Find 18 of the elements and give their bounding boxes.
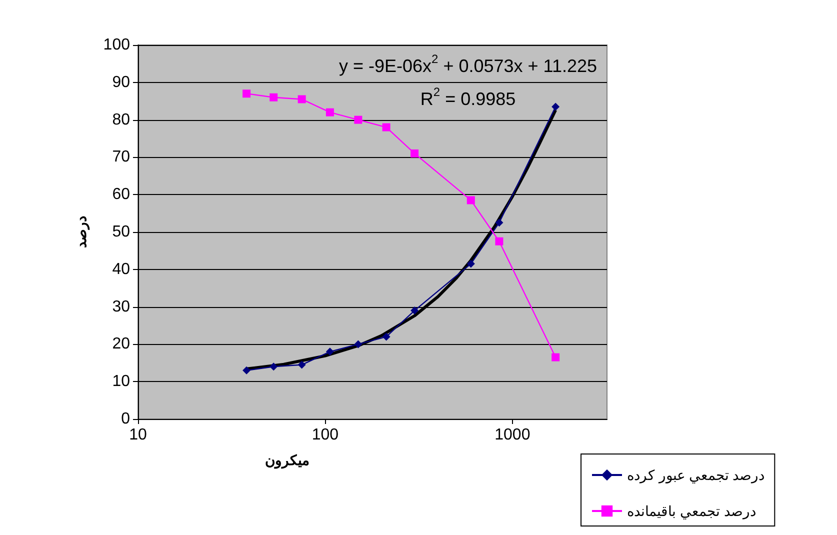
x-tick-label: 100 (312, 426, 339, 444)
y-tick-label: 30 (112, 298, 130, 316)
y-tick-label: 40 (112, 260, 130, 278)
y-tick-label: 10 (112, 373, 130, 390)
y-axis-title: درصد (73, 216, 90, 248)
y-tick-label: 80 (112, 111, 130, 128)
y-tick-label: 100 (103, 36, 130, 54)
y-tick-label: 50 (112, 224, 130, 240)
legend-label: درصد تجمعي باقيمانده (627, 503, 756, 520)
y-tick-label: 0 (121, 410, 130, 428)
y-tick-label: 90 (112, 74, 130, 91)
y-tick-label: 60 (112, 186, 130, 204)
x-tick-label: 1000 (494, 426, 530, 444)
x-tick-label: 10 (129, 426, 147, 444)
y-tick-label: 20 (112, 336, 130, 353)
x-axis-title: ميكرون (265, 452, 310, 469)
y-tick-label: 70 (112, 148, 130, 166)
legend-label: درصد تجمعي عبور كرده (627, 467, 765, 484)
